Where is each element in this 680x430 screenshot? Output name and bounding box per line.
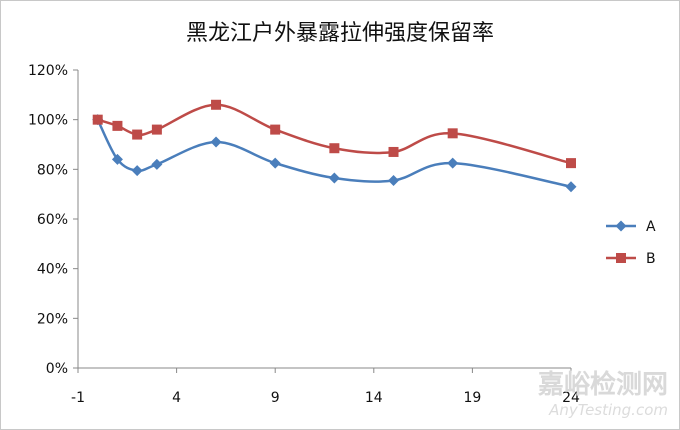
data-point (132, 129, 143, 140)
chart-title: 黑龙江户外暴露拉伸强度保留率 (186, 21, 494, 46)
y-tick-label: 120% (28, 63, 68, 79)
data-point (211, 99, 222, 110)
y-tick-label: 40% (37, 262, 68, 278)
legend-label: A (646, 219, 656, 235)
x-tick-label: 19 (463, 390, 481, 406)
y-tick-label: 80% (37, 162, 68, 178)
x-tick-label: 24 (562, 390, 580, 406)
watermark-cn: 嘉峪检测网 (538, 369, 668, 400)
data-point (447, 128, 458, 139)
series-line (96, 119, 572, 188)
watermark-en: AnyTesting.com (548, 401, 668, 419)
watermark: 嘉峪检测网 AnyTesting.com (538, 369, 668, 419)
y-tick-label: 60% (37, 212, 68, 228)
x-axis-ticks: -1 4 9 14 19 24 (71, 368, 580, 406)
x-tick-label: 9 (271, 390, 280, 406)
x-tick-label: -1 (71, 390, 85, 406)
legend: AB (606, 219, 656, 267)
legend-label: B (646, 251, 656, 267)
legend-item-A: A (606, 219, 656, 235)
data-point (111, 153, 123, 165)
data-point (565, 181, 577, 193)
data-point (388, 146, 399, 157)
data-point (566, 158, 576, 169)
data-point (270, 124, 281, 135)
data-point (329, 143, 340, 154)
y-tick-label: 100% (28, 113, 68, 129)
series-line (97, 103, 572, 165)
data-point (92, 114, 103, 125)
series-layer (92, 99, 577, 193)
y-axis-ticks: 0% 20% 40% 60% 80% 100% 120% (28, 63, 78, 377)
data-point (269, 157, 281, 169)
data-point (388, 175, 400, 187)
data-point (328, 172, 340, 184)
data-point (131, 165, 143, 177)
data-point (112, 120, 123, 131)
data-point (151, 124, 162, 135)
x-tick-label: 4 (172, 390, 181, 406)
x-tick-label: 14 (365, 390, 383, 406)
data-point (615, 220, 627, 232)
legend-item-B: B (606, 251, 656, 267)
data-point (447, 157, 459, 169)
y-tick-label: 20% (37, 311, 68, 327)
data-point (151, 158, 163, 170)
series-B (92, 99, 576, 169)
y-tick-label: 0% (46, 361, 68, 377)
data-point (210, 136, 222, 148)
data-point (616, 253, 626, 263)
